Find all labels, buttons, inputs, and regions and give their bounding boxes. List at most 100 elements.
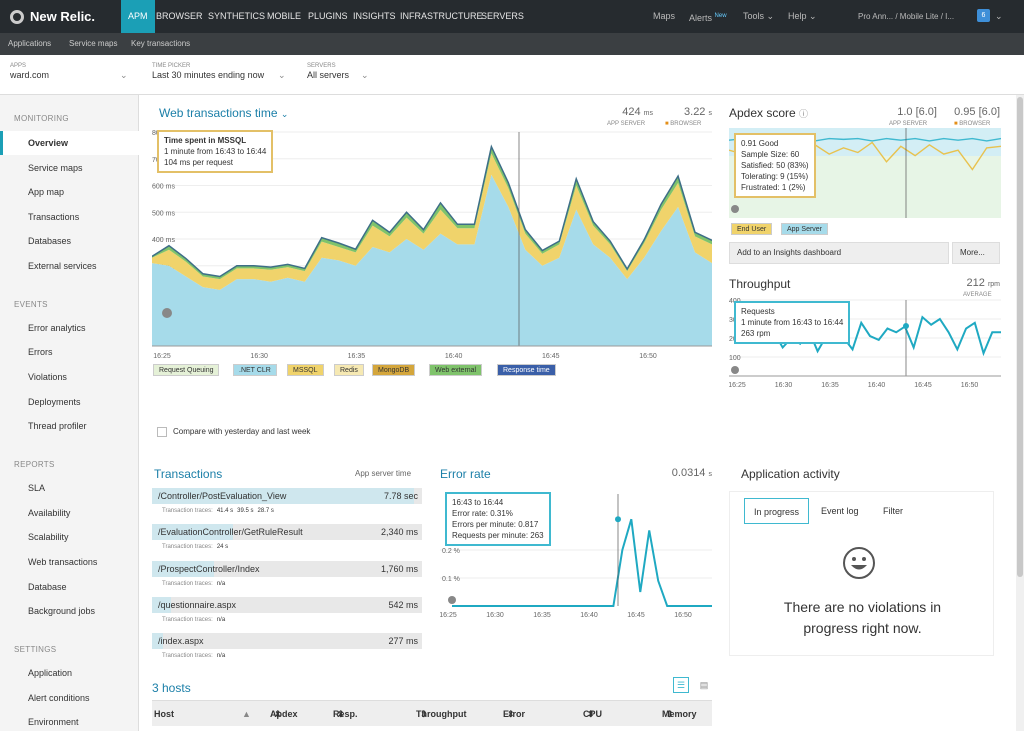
legend-web-external[interactable]: Web external [429,364,483,376]
legend-request-queuing[interactable]: Request Queuing [153,364,220,376]
transaction-row[interactable]: /ProspectController/Index 1,760 ms [152,561,422,577]
legend-redis[interactable]: Redis [334,364,364,376]
nav-apm[interactable]: APM [121,0,155,33]
nav-plugins[interactable]: PLUGINS [308,11,348,21]
transaction-trace-link[interactable]: 39.5 s [237,508,254,514]
error-rate-chart[interactable]: 0.2 % 0.1 % 16:25 16:30 16:35 16:40 16:45 16:50 [440,490,712,622]
sidebar-item-application[interactable]: Application [28,668,73,678]
nav-synthetics[interactable]: SYNTHETICS [208,11,266,21]
new-relic-logo[interactable]: New Relic. [0,0,95,33]
nav-maps[interactable]: Maps [653,11,676,21]
transaction-traces-label: Transaction traces: [162,544,213,550]
apdex-browser-label: ■ BROWSER [954,121,990,127]
legend-response-time[interactable]: Response time [497,364,556,376]
transaction-row[interactable]: /Controller/PostEvaluation_View 7.78 sec [152,488,422,504]
chart-view-icon[interactable]: ▤ [699,680,709,690]
x-tick-label: 16:35 [533,612,551,619]
sidebar-item-overview[interactable]: Overview [0,131,139,155]
error-rate-title[interactable]: Error rate [440,467,491,481]
scrollbar-thumb[interactable] [1017,97,1023,577]
help-icon[interactable]: ⓘ [799,109,809,119]
sort-icon: ⇕ [587,709,595,719]
page-scrollbar[interactable] [1016,95,1024,731]
nav-servers[interactable]: SERVERS [481,11,524,21]
subnav-key-transactions[interactable]: Key transactions [131,39,191,48]
transaction-trace-link[interactable]: 28.7 s [257,508,274,514]
sidebar-item-databases[interactable]: Databases [28,236,72,246]
transaction-traces: Transaction traces: 24 s [162,544,228,550]
legend-mssql[interactable]: MSSQL [287,364,324,376]
sort-asc-icon[interactable]: ▲ [242,709,251,719]
apdex-app-label: APP SERVER [889,121,928,127]
nav-infrastructure[interactable]: INFRASTRUCTURE [400,11,483,21]
sidebar-item-background-jobs[interactable]: Background jobs [28,606,96,616]
sidebar-item-transactions[interactable]: Transactions [28,212,80,222]
throughput-title: Throughput [729,277,791,291]
tab-filter[interactable]: Filter [883,506,903,516]
sidebar-item-error-analytics[interactable]: Error analytics [28,323,86,333]
sidebar-item-alert-conditions[interactable]: Alert conditions [28,693,90,703]
nav-insights[interactable]: INSIGHTS [353,11,396,21]
legend-end-user[interactable]: End User [731,223,773,235]
apps-picker[interactable]: APPS ward.com ⌄ [10,63,138,80]
sidebar-item-thread-profiler[interactable]: Thread profiler [28,421,87,431]
x-tick-label: 16:25 [729,382,746,389]
nav-help[interactable]: Help ⌄ [788,0,817,33]
error-rate-tooltip-epm: Errors per minute: 0.817 [452,520,539,529]
apdex-app-value: 1.0 [6.0] [897,106,937,118]
x-tick-label: 16:50 [961,382,979,389]
transaction-row[interactable]: /index.aspx 277 ms [152,633,422,649]
chevron-down-icon[interactable]: ⌄ [995,11,1003,21]
compare-label: Compare with yesterday and last week [173,427,311,436]
sidebar-item-scalability[interactable]: Scalability [28,532,69,542]
servers-picker[interactable]: SERVERS All servers ⌄ [307,63,371,80]
sidebar-heading-reports: REPORTS [14,460,55,469]
nav-mobile[interactable]: MOBILE [267,11,302,21]
sidebar-item-database[interactable]: Database [28,582,67,592]
sidebar-item-errors[interactable]: Errors [28,347,53,357]
more-button[interactable]: More... [952,242,1000,264]
sidebar-item-deployments[interactable]: Deployments [28,397,81,407]
no-violations-line-1: There are no violations in [783,599,942,615]
legend-mongodb[interactable]: MongoDB [372,364,416,376]
error-rate-value: 0.0314 s [658,467,712,479]
sidebar-item-external-services[interactable]: External services [28,261,97,271]
x-tick-label: 16:35 [821,382,839,389]
subnav-applications[interactable]: Applications [8,39,52,48]
x-tick-label: 16:30 [250,353,268,360]
web-transactions-title[interactable]: Web transactions time ⌄ [159,106,288,120]
transaction-row[interactable]: /EvaluationController/GetRuleResult 2,340… [152,524,422,540]
sidebar-item-service-maps[interactable]: Service maps [28,163,83,173]
transaction-row[interactable]: /questionnaire.aspx 542 ms [152,597,422,613]
sidebar-item-violations[interactable]: Violations [28,372,67,382]
x-tick-label: 16:30 [486,612,504,619]
account-badge[interactable]: 6 [977,9,990,22]
compare-checkbox[interactable] [157,427,167,437]
nav-alerts[interactable]: Alerts New [689,0,727,33]
legend-app-server[interactable]: App Server [781,223,829,235]
web-transactions-title-text: Web transactions time [159,106,278,120]
account-switcher[interactable]: Pro Ann... / Mobile Lite / I... [858,12,955,21]
nav-browser[interactable]: BROWSER [156,11,203,21]
sidebar-item-environment[interactable]: Environment [28,717,79,727]
tab-event-log[interactable]: Event log [821,506,859,516]
sidebar: MONITORING Overview Service maps App map… [0,95,139,731]
sidebar-item-availability[interactable]: Availability [28,508,71,518]
time-picker[interactable]: TIME PICKER Last 30 minutes ending now ⌄ [152,63,292,80]
sidebar-item-web-transactions[interactable]: Web transactions [28,557,98,567]
x-tick-label: 16:30 [775,382,793,389]
transactions-title[interactable]: Transactions [154,467,223,481]
apdex-tooltip: 0.91 Good Sample Size: 60 Satisfied: 50 … [734,133,816,198]
sidebar-item-app-map[interactable]: App map [28,187,65,197]
time-caption: TIME PICKER [152,63,191,69]
add-to-insights-button[interactable]: Add to an Insights dashboard [729,242,949,264]
legend-net-clr[interactable]: .NET CLR [233,364,277,376]
sidebar-item-sla[interactable]: SLA [28,483,46,493]
list-view-icon[interactable]: ☰ [673,677,689,693]
tab-in-progress[interactable]: In progress [744,498,810,524]
subnav-service-maps[interactable]: Service maps [69,39,118,48]
nav-tools[interactable]: Tools ⌄ [743,0,774,33]
transaction-trace-link[interactable]: 41.4 s [216,508,234,514]
transaction-trace-link[interactable]: 24 s [216,544,229,550]
